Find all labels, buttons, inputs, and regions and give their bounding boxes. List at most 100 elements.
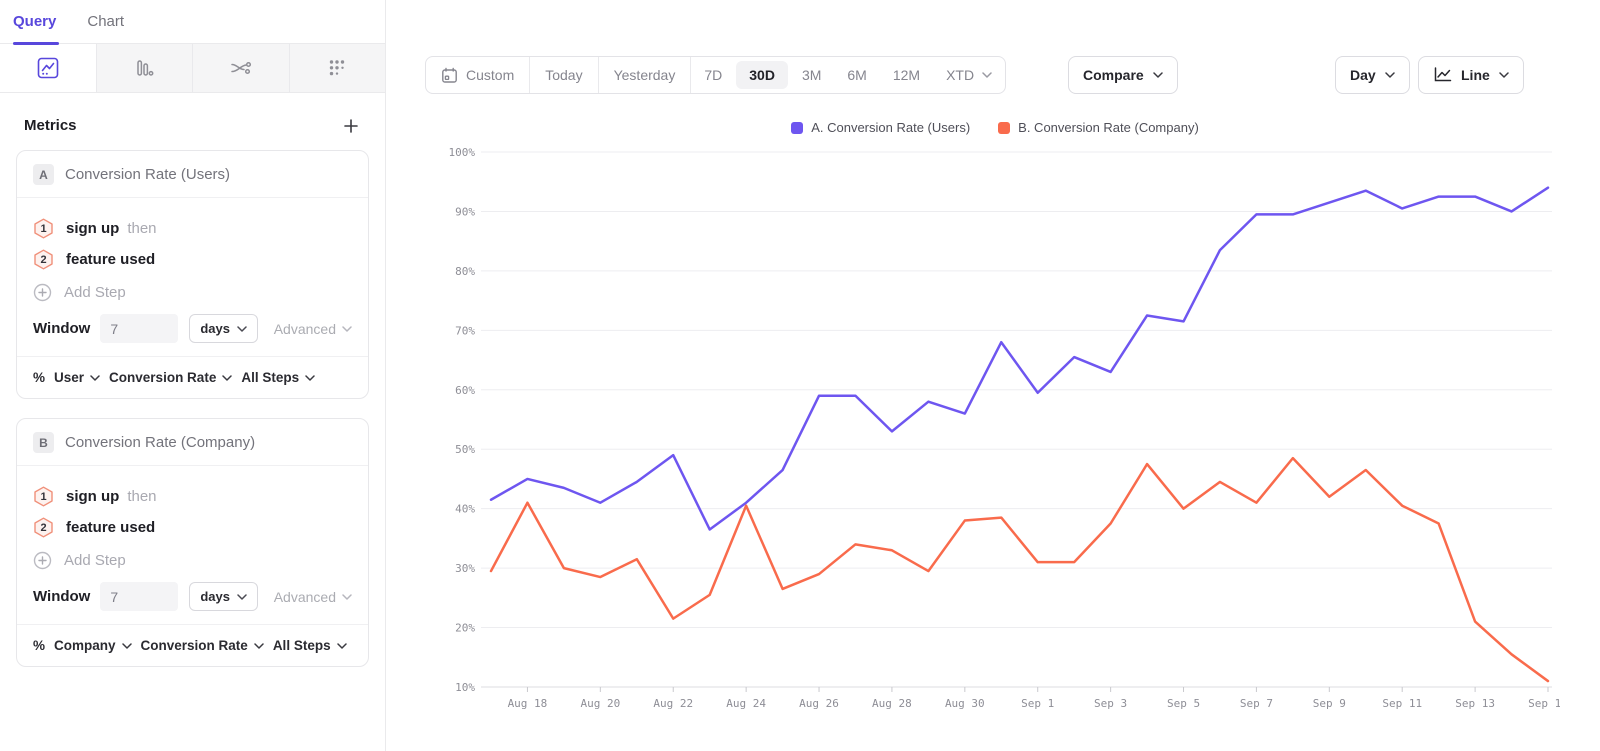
svg-text:100%: 100% — [449, 146, 476, 159]
add-step-button[interactable]: Add Step — [33, 283, 352, 302]
funnel-step-2[interactable]: 2 feature used — [33, 249, 352, 270]
svg-text:Aug 24: Aug 24 — [726, 697, 766, 710]
metric-title-a: Conversion Rate (Users) — [65, 166, 231, 183]
granularity-button[interactable]: Day — [1335, 56, 1410, 94]
chart-toolbar: Custom Today Yesterday 7D 30D 3M 6M 12M … — [386, 56, 1600, 94]
chevron-down-icon — [342, 325, 352, 332]
chevron-down-icon — [1384, 72, 1395, 78]
range-30d[interactable]: 30D — [736, 61, 788, 89]
steps-scope-dropdown[interactable]: All Steps — [241, 370, 315, 385]
legend-item-b[interactable]: B. Conversion Rate (Company) — [998, 120, 1199, 135]
metrics-title: Metrics — [24, 117, 77, 134]
chart-type-flows-tab[interactable] — [192, 44, 289, 92]
funnel-step-1[interactable]: 1 sign up then — [33, 486, 352, 507]
window-label: Window — [33, 588, 91, 605]
svg-text:50%: 50% — [455, 443, 475, 456]
range-yesterday[interactable]: Yesterday — [613, 67, 676, 83]
metric-badge-b: B — [33, 432, 54, 453]
advanced-toggle[interactable]: Advanced — [274, 321, 352, 337]
steps-scope-dropdown[interactable]: All Steps — [273, 638, 347, 653]
range-7d[interactable]: 7D — [704, 67, 723, 83]
svg-text:Sep 15: Sep 15 — [1528, 697, 1560, 710]
window-value-input[interactable] — [100, 582, 179, 611]
step-event-name: feature used — [66, 251, 156, 268]
window-value-input[interactable] — [100, 314, 179, 343]
step-event-name: sign up — [66, 220, 120, 237]
metric-card-b: B Conversion Rate (Company) 1 sign up th… — [16, 418, 369, 667]
series-a-line[interactable] — [489, 186, 1550, 531]
range-custom[interactable]: Custom — [426, 57, 529, 93]
date-range-selector: Custom Today Yesterday 7D 30D 3M 6M 12M … — [425, 56, 1007, 94]
line-chart-icon — [1434, 67, 1452, 82]
step-number-badge: 1 — [33, 486, 54, 507]
svg-text:40%: 40% — [455, 503, 475, 516]
range-12m[interactable]: 12M — [892, 67, 921, 83]
add-step-button[interactable]: Add Step — [33, 551, 352, 570]
window-label: Window — [33, 320, 91, 337]
metrics-header: Metrics — [0, 117, 385, 134]
metric-title-b: Conversion Rate (Company) — [65, 434, 256, 451]
divider — [529, 57, 531, 93]
advanced-toggle[interactable]: Advanced — [274, 589, 352, 605]
chevron-down-icon — [982, 72, 992, 78]
svg-text:Aug 30: Aug 30 — [945, 697, 985, 710]
range-6m[interactable]: 6M — [847, 67, 867, 83]
chevron-down-icon — [90, 374, 100, 381]
compare-button[interactable]: Compare — [1068, 56, 1178, 94]
chart-type-segmentation-tab[interactable] — [0, 44, 96, 92]
bar-chart-icon — [137, 60, 154, 76]
step-event-name: sign up — [66, 488, 120, 505]
metric-card-a: A Conversion Rate (Users) 1 sign up then… — [16, 150, 369, 399]
conversion-chart[interactable]: 100% 90% 80% 70% 60% 50% 40% 30% 20% 10% Aug 18 Aug… — [430, 140, 1561, 710]
chart-style-button[interactable]: Line — [1418, 56, 1524, 94]
step-suffix: then — [127, 488, 157, 505]
range-today[interactable]: Today — [545, 67, 583, 83]
svg-text:Aug 20: Aug 20 — [580, 697, 620, 710]
step-number-badge: 2 — [33, 517, 54, 538]
measurement-dropdown[interactable]: Conversion Rate — [109, 370, 233, 385]
range-xtd[interactable]: XTD — [933, 57, 1005, 93]
chevron-down-icon — [237, 325, 247, 332]
tab-chart[interactable]: Chart — [87, 13, 125, 30]
svg-text:10%: 10% — [455, 681, 475, 694]
active-tab-underline — [13, 42, 59, 45]
svg-text:Sep 7: Sep 7 — [1240, 697, 1273, 710]
svg-text:Sep 5: Sep 5 — [1167, 697, 1200, 710]
window-unit-select[interactable]: days — [189, 314, 258, 343]
svg-text:Sep 9: Sep 9 — [1313, 697, 1346, 710]
counting-subject-dropdown[interactable]: User — [54, 370, 100, 385]
svg-text:70%: 70% — [455, 324, 475, 337]
svg-text:60%: 60% — [455, 384, 475, 397]
add-step-label: Add Step — [64, 284, 126, 301]
svg-text:Aug 22: Aug 22 — [653, 697, 693, 710]
counting-subject-dropdown[interactable]: Company — [54, 638, 132, 653]
window-row: Window days Advanced — [33, 314, 352, 343]
svg-text:Aug 18: Aug 18 — [508, 697, 548, 710]
step-number-badge: 2 — [33, 249, 54, 270]
series-b-swatch — [998, 121, 1011, 134]
series-a-swatch — [791, 121, 804, 134]
add-metric-icon[interactable] — [343, 118, 359, 134]
chart-type-retention-tab[interactable] — [288, 44, 385, 92]
metric-card-a-header[interactable]: A Conversion Rate (Users) — [17, 151, 368, 198]
metric-card-b-header[interactable]: B Conversion Rate (Company) — [17, 419, 368, 466]
divider — [597, 57, 599, 93]
range-3m[interactable]: 3M — [801, 67, 822, 83]
retention-dots-icon — [330, 60, 345, 76]
svg-text:Sep 11: Sep 11 — [1382, 697, 1422, 710]
chevron-down-icon — [342, 593, 352, 600]
series-b-line[interactable] — [489, 456, 1550, 683]
funnel-step-1[interactable]: 1 sign up then — [33, 218, 352, 239]
metric-card-b-body: 1 sign up then 2 feature used Add Step — [17, 466, 368, 624]
chart-type-funnel-tab[interactable] — [95, 44, 192, 92]
tab-query[interactable]: Query — [13, 13, 57, 30]
measurement-dropdown[interactable]: Conversion Rate — [141, 638, 264, 653]
funnel-step-2[interactable]: 2 feature used — [33, 517, 352, 538]
calendar-icon — [442, 67, 457, 83]
percent-symbol: % — [33, 638, 46, 653]
chevron-down-icon — [336, 642, 347, 649]
legend-item-a[interactable]: A. Conversion Rate (Users) — [791, 120, 970, 135]
chevron-down-icon — [1152, 72, 1163, 78]
window-unit-select[interactable]: days — [189, 582, 258, 611]
chevron-down-icon — [121, 642, 132, 649]
